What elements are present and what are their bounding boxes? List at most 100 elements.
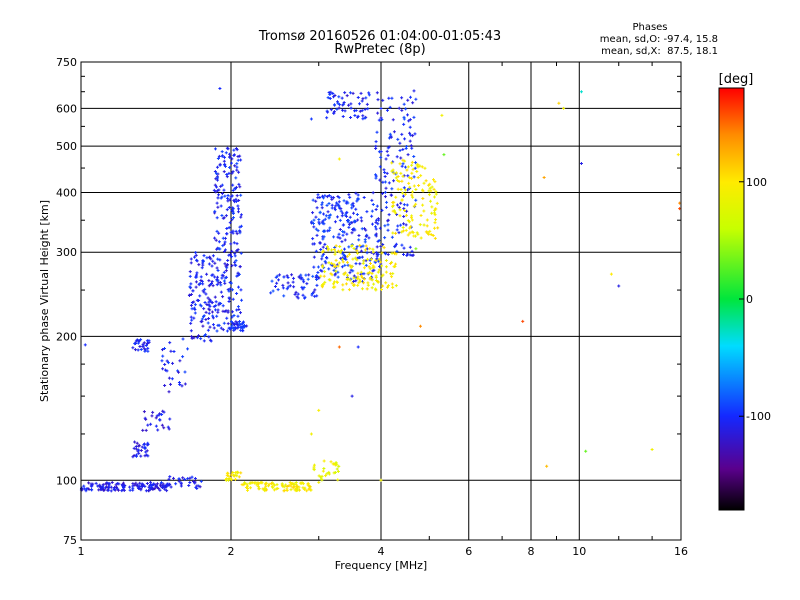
y-tick-label: 600	[56, 102, 77, 115]
data-point	[216, 178, 220, 182]
data-point	[412, 204, 416, 208]
data-point	[351, 227, 355, 231]
data-point	[313, 288, 317, 292]
data-point	[286, 276, 290, 280]
data-point	[609, 272, 613, 276]
data-point	[233, 186, 237, 190]
data-point	[371, 247, 375, 251]
data-point	[216, 205, 220, 209]
data-point	[330, 261, 334, 265]
data-point	[434, 218, 438, 222]
data-point	[327, 267, 331, 271]
data-point	[337, 157, 341, 161]
data-point	[226, 322, 230, 326]
data-point	[331, 91, 335, 95]
data-point	[274, 487, 278, 491]
data-point	[215, 275, 219, 279]
data-point	[676, 153, 680, 157]
data-point	[223, 276, 227, 280]
data-point	[315, 206, 319, 210]
data-point	[350, 231, 354, 235]
data-point	[213, 295, 217, 299]
data-point	[403, 165, 407, 169]
data-point	[338, 227, 342, 231]
data-point	[357, 102, 361, 106]
data-point	[408, 125, 412, 129]
data-point	[133, 341, 137, 345]
data-point	[384, 157, 388, 161]
data-point	[389, 135, 393, 139]
data-point	[229, 281, 233, 285]
data-point	[350, 281, 354, 285]
data-point	[228, 287, 232, 291]
data-point	[395, 249, 399, 253]
data-point	[408, 139, 412, 143]
data-point	[356, 96, 360, 100]
data-point	[395, 203, 399, 207]
data-point	[363, 248, 367, 252]
data-point	[134, 447, 138, 451]
data-point	[394, 195, 398, 199]
data-point	[200, 266, 204, 270]
data-point	[398, 141, 402, 145]
data-point	[420, 188, 424, 192]
data-point	[172, 476, 176, 480]
data-point	[374, 287, 378, 291]
data-point	[338, 236, 342, 240]
data-point	[100, 487, 104, 491]
data-point	[562, 106, 566, 110]
data-point	[395, 228, 399, 232]
data-point	[194, 251, 198, 255]
data-point	[650, 447, 654, 451]
data-point	[336, 470, 340, 474]
data-point	[193, 311, 197, 315]
data-point	[413, 234, 417, 238]
data-point	[321, 265, 325, 269]
data-point	[216, 268, 220, 272]
data-point	[374, 173, 378, 177]
data-point	[155, 414, 159, 418]
x-tick-label: 6	[465, 545, 472, 558]
data-point	[239, 213, 243, 217]
data-point	[161, 354, 165, 358]
data-point	[370, 209, 374, 213]
data-point	[214, 177, 218, 181]
data-point	[190, 307, 194, 311]
data-point	[178, 359, 182, 363]
data-point	[402, 246, 406, 250]
data-point	[275, 281, 279, 285]
data-point	[193, 481, 197, 485]
data-point	[203, 287, 207, 291]
data-point	[197, 298, 201, 302]
data-point	[408, 231, 412, 235]
data-point	[263, 482, 267, 486]
data-point	[189, 315, 193, 319]
data-point	[160, 359, 164, 363]
data-point	[337, 261, 341, 265]
data-point	[380, 208, 384, 212]
data-point	[318, 211, 322, 215]
data-point	[323, 217, 327, 221]
data-point	[231, 183, 235, 187]
data-point	[329, 195, 333, 199]
data-point	[386, 218, 390, 222]
data-point	[219, 283, 223, 287]
data-point	[404, 188, 407, 192]
data-point	[294, 486, 298, 490]
data-point	[201, 258, 205, 262]
data-point	[418, 223, 422, 227]
data-point	[348, 264, 352, 268]
data-point	[230, 310, 234, 314]
data-point	[101, 483, 105, 487]
data-point	[379, 107, 383, 111]
data-point	[316, 271, 320, 274]
data-point	[328, 92, 332, 96]
data-point	[407, 181, 411, 185]
data-point	[394, 176, 398, 180]
data-point	[391, 201, 395, 205]
data-point	[211, 314, 215, 318]
data-point	[317, 474, 321, 478]
y-tick-label: 750	[56, 56, 77, 69]
data-point	[231, 170, 235, 174]
data-point	[183, 477, 187, 481]
